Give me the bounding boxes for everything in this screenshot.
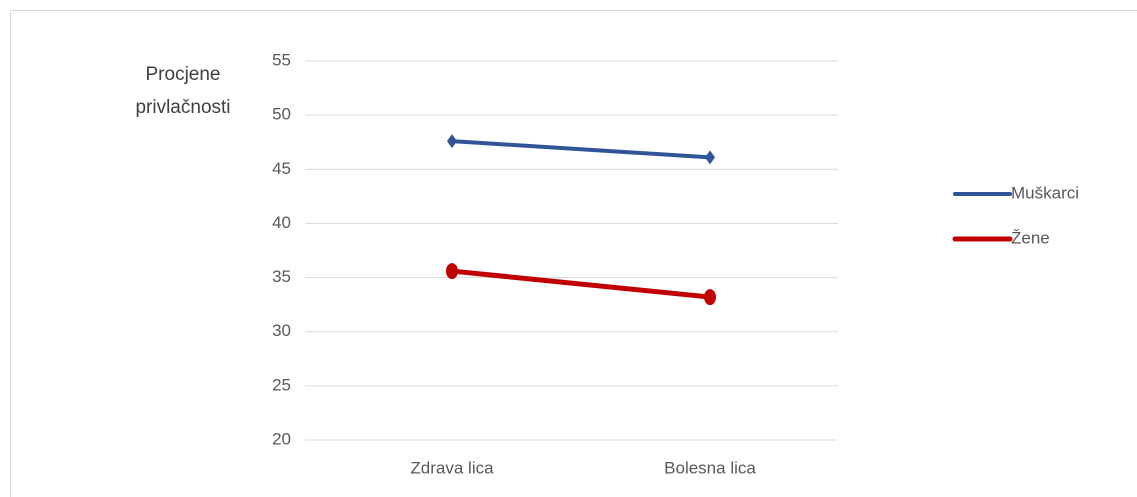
marker (447, 134, 457, 149)
marker (704, 289, 716, 306)
series-line (449, 268, 713, 300)
y-tick-label: 50 (272, 105, 291, 124)
y-tick-label: 35 (272, 267, 291, 286)
y-tick-label: 20 (272, 429, 291, 448)
y-tick-label: 45 (272, 159, 291, 178)
marker (446, 263, 458, 280)
x-tick-label: Zdrava lica (410, 458, 494, 477)
y-tick-label: 25 (272, 375, 291, 394)
x-tick-label: Bolesna lica (664, 458, 756, 477)
y-axis-title: Procjene privlačnosti (135, 64, 231, 118)
chart-border (10, 10, 1137, 497)
marker (705, 150, 715, 165)
y-tick-label: 55 (272, 50, 291, 69)
series-line (450, 139, 712, 160)
y-tick-label: 40 (272, 213, 291, 232)
legend-label: Muškarci (1011, 183, 1079, 202)
y-tick-label: 30 (272, 321, 291, 340)
legend-label: Žene (1011, 228, 1050, 247)
